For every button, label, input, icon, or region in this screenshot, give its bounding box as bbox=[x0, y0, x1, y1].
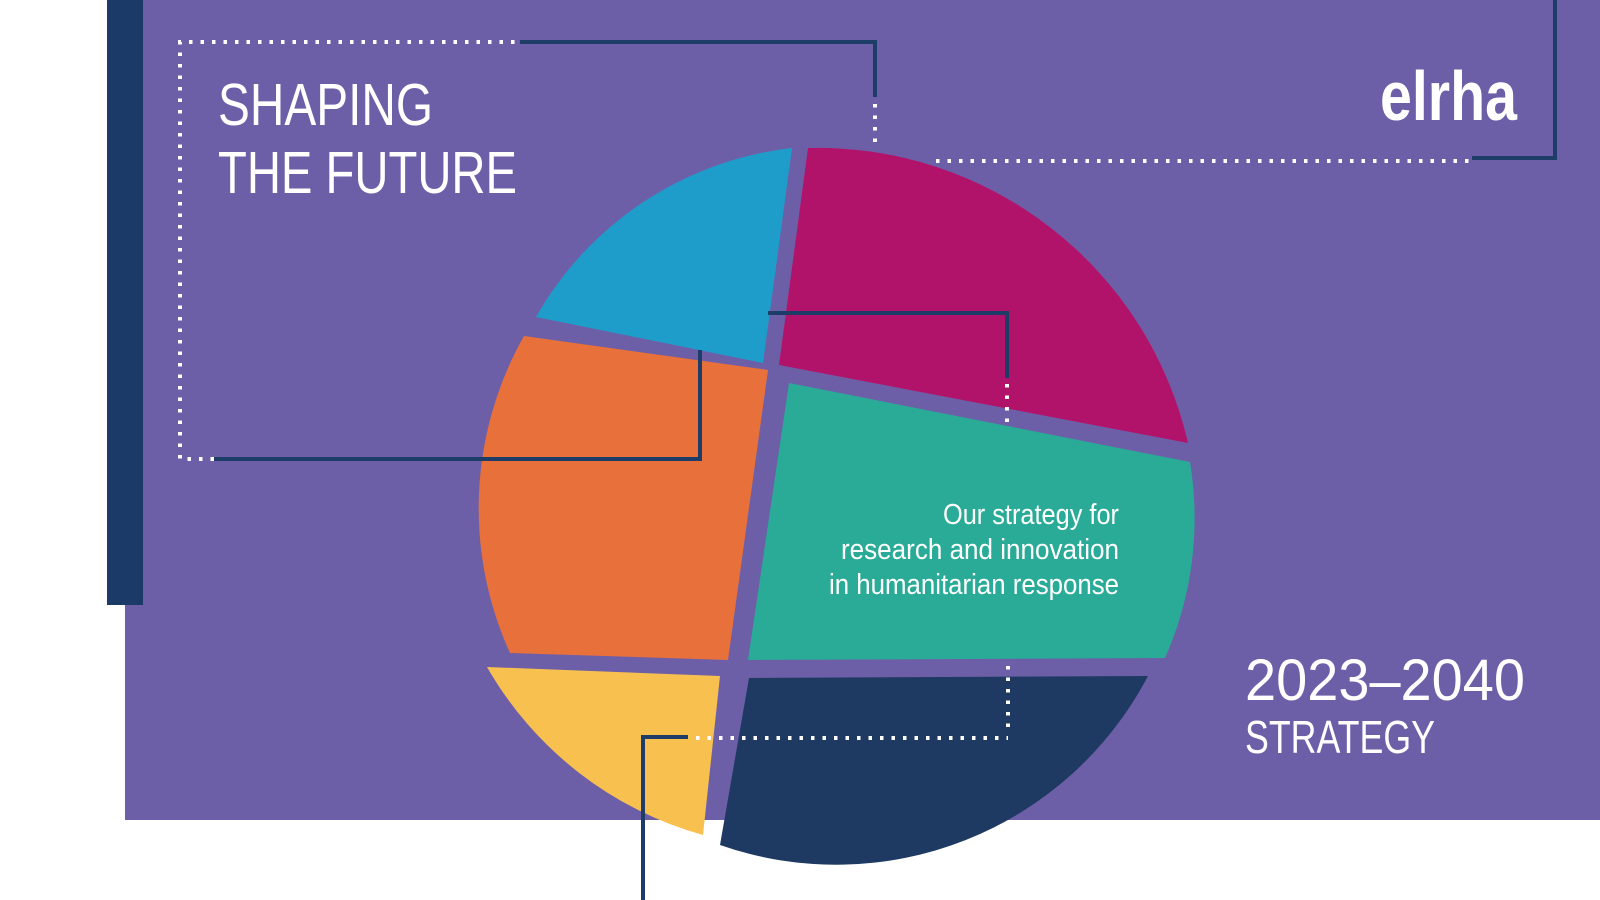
connector-logo-corner bbox=[1472, 0, 1557, 160]
dotted-guides bbox=[178, 40, 1470, 740]
pie-segment-yellow bbox=[487, 667, 720, 835]
connector-lines bbox=[212, 0, 1557, 900]
page-title-line2: THE FUTURE bbox=[218, 140, 517, 206]
pie-segment-blue bbox=[536, 148, 792, 363]
dotted-title-frame bbox=[178, 40, 520, 461]
connector-top-left bbox=[520, 40, 877, 97]
tagline-line3: in humanitarian response bbox=[829, 569, 1119, 601]
pie-segment-orange bbox=[478, 336, 768, 660]
connector-left bbox=[212, 350, 702, 461]
pie-segment-navy bbox=[720, 676, 1148, 865]
elrha-logo: elrha bbox=[1380, 57, 1518, 135]
period-label: STRATEGY bbox=[1245, 711, 1435, 763]
tagline-line1: Our strategy for bbox=[943, 499, 1119, 531]
connector-middle bbox=[768, 311, 1009, 378]
pie-segment-magenta bbox=[779, 147, 1188, 443]
left-accent-bar bbox=[107, 0, 143, 605]
cover-texts: SHAPING THE FUTURE elrha Our strategy fo… bbox=[218, 57, 1525, 763]
page-title-line1: SHAPING bbox=[218, 72, 433, 138]
segmented-circle-graphic bbox=[478, 147, 1195, 865]
pie-segment-teal bbox=[748, 383, 1195, 660]
period-range: 2023–2040 bbox=[1245, 648, 1525, 713]
connector-bottom bbox=[641, 735, 688, 900]
tagline-line2: research and innovation bbox=[841, 534, 1119, 566]
